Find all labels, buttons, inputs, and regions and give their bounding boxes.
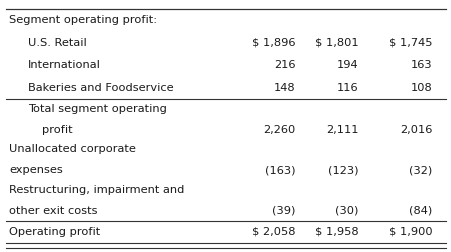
Text: $ 1,745: $ 1,745 [388, 38, 432, 48]
Text: (163): (163) [265, 165, 295, 175]
Text: 116: 116 [336, 83, 358, 93]
Text: $ 1,958: $ 1,958 [314, 227, 358, 237]
Text: 2,260: 2,260 [263, 125, 295, 135]
Text: 163: 163 [410, 60, 432, 70]
Text: Total segment operating: Total segment operating [28, 104, 167, 114]
Text: U.S. Retail: U.S. Retail [28, 38, 87, 48]
Text: Restructuring, impairment and: Restructuring, impairment and [9, 185, 184, 195]
Text: 194: 194 [336, 60, 358, 70]
Text: $ 1,801: $ 1,801 [314, 38, 358, 48]
Text: $ 1,900: $ 1,900 [388, 227, 432, 237]
Text: $ 2,058: $ 2,058 [252, 227, 295, 237]
Text: (39): (39) [272, 206, 295, 216]
Text: 2,111: 2,111 [325, 125, 358, 135]
Text: (123): (123) [327, 165, 358, 175]
Text: (84): (84) [409, 206, 432, 216]
Text: Operating profit: Operating profit [9, 227, 101, 237]
Text: profit: profit [42, 125, 72, 135]
Text: Unallocated corporate: Unallocated corporate [9, 144, 136, 154]
Text: (30): (30) [334, 206, 358, 216]
Text: (32): (32) [409, 165, 432, 175]
Text: 2,016: 2,016 [400, 125, 432, 135]
Text: Bakeries and Foodservice: Bakeries and Foodservice [28, 83, 174, 93]
Text: 148: 148 [273, 83, 295, 93]
Text: $ 1,896: $ 1,896 [252, 38, 295, 48]
Text: other exit costs: other exit costs [9, 206, 98, 216]
Text: expenses: expenses [9, 165, 63, 175]
Text: 108: 108 [410, 83, 432, 93]
Text: International: International [28, 60, 101, 70]
Text: 216: 216 [273, 60, 295, 70]
Text: Segment operating profit:: Segment operating profit: [9, 15, 157, 25]
